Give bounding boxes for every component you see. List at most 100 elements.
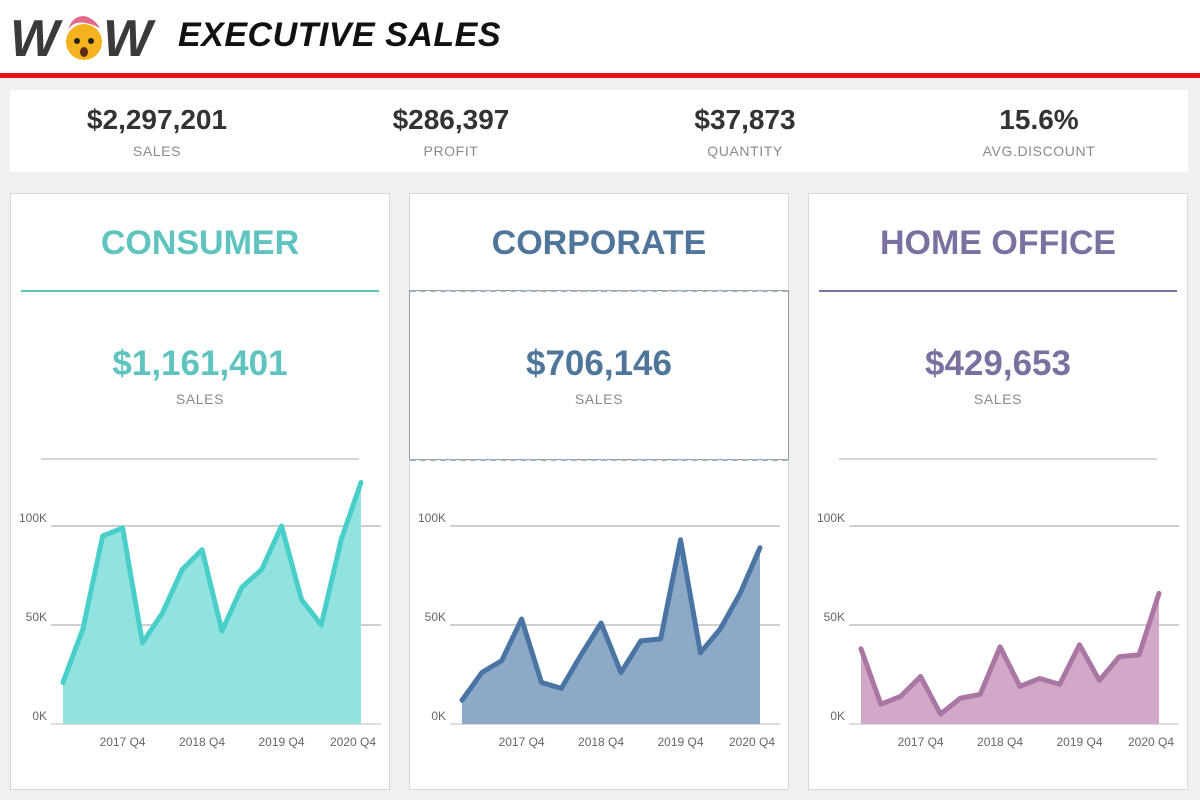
data-point[interactable]: [237, 582, 247, 592]
sales-area-chart-home-office[interactable]: 0K 50K 100K 2017 Q4 2018 Q4 2019 Q4 2020 Q4: [809, 504, 1187, 764]
page-title: EXECUTIVE SALES: [178, 16, 502, 54]
y-tick-label: 100K: [418, 511, 446, 525]
sales-area-chart-corporate[interactable]: 0K 50K 100K 2017 Q4 2018 Q4 2019 Q4 2020 Q4: [410, 504, 788, 764]
data-point[interactable]: [536, 677, 546, 687]
logo-letter-w1: W: [10, 10, 63, 64]
data-point[interactable]: [98, 531, 108, 541]
y-tick-label: 0K: [32, 709, 47, 723]
x-tick-label: 2018 Q4: [977, 735, 1023, 749]
data-point[interactable]: [1094, 675, 1104, 685]
data-point[interactable]: [755, 543, 765, 553]
data-point[interactable]: [715, 624, 725, 634]
data-point[interactable]: [137, 638, 147, 648]
data-point[interactable]: [477, 668, 487, 678]
data-point[interactable]: [1055, 679, 1065, 689]
data-point[interactable]: [78, 624, 88, 634]
selection-dash-top: [410, 290, 788, 292]
series-line: [459, 537, 763, 703]
segment-title: CORPORATE: [491, 224, 707, 262]
data-point[interactable]: [517, 614, 527, 624]
data-point[interactable]: [975, 689, 985, 699]
header: W W EXECUTIVE SALES: [0, 0, 1200, 74]
data-point[interactable]: [356, 477, 366, 487]
y-tick-label: 0K: [830, 709, 845, 723]
chart-divider: [41, 458, 359, 460]
data-point[interactable]: [217, 626, 227, 636]
area-fill: [861, 593, 1159, 724]
data-point[interactable]: [157, 608, 167, 618]
kpi-avg-discount[interactable]: 15.6% AVG.DISCOUNT: [892, 90, 1186, 172]
data-point[interactable]: [876, 699, 886, 709]
data-point[interactable]: [735, 588, 745, 598]
data-point[interactable]: [955, 693, 965, 703]
x-tick-label: 2018 Q4: [179, 735, 225, 749]
x-tick-label: 2020 Q4: [1128, 735, 1174, 749]
kpi-profit[interactable]: $286,397 PROFIT: [304, 90, 598, 172]
data-point[interactable]: [916, 671, 926, 681]
data-point[interactable]: [656, 634, 666, 644]
data-point[interactable]: [1075, 640, 1085, 650]
y-tick-label: 100K: [19, 511, 47, 525]
data-point[interactable]: [1015, 681, 1025, 691]
data-point[interactable]: [58, 677, 68, 687]
x-tick-label: 2019 Q4: [1057, 735, 1103, 749]
x-tick-label: 2020 Q4: [729, 735, 775, 749]
kpi-quantity[interactable]: $37,873 QUANTITY: [598, 90, 892, 172]
data-point[interactable]: [277, 521, 287, 531]
data-point[interactable]: [257, 565, 267, 575]
kpi-strip: $2,297,201 SALES $286,397 PROFIT $37,873…: [10, 90, 1188, 172]
data-point[interactable]: [636, 636, 646, 646]
data-point[interactable]: [935, 709, 945, 719]
segment-title: CONSUMER: [100, 224, 300, 262]
series-line: [60, 479, 364, 685]
data-point[interactable]: [118, 523, 128, 533]
data-point[interactable]: [576, 650, 586, 660]
data-point[interactable]: [556, 683, 566, 693]
data-point[interactable]: [695, 648, 705, 658]
data-point[interactable]: [336, 535, 346, 545]
segment-sales-label: SALES: [973, 391, 1023, 407]
y-tick-label: 50K: [26, 610, 47, 624]
kpi-label: SALES: [132, 143, 182, 159]
data-point[interactable]: [676, 535, 686, 545]
data-point[interactable]: [296, 594, 306, 604]
data-point[interactable]: [616, 668, 626, 678]
kpi-label: AVG.DISCOUNT: [982, 143, 1096, 159]
segment-divider: [21, 290, 379, 292]
segment-sales-value[interactable]: $706,146: [526, 344, 672, 383]
shocked-emoji-icon: [66, 24, 102, 60]
x-tick-label: 2017 Q4: [898, 735, 944, 749]
kpi-value: 15.6%: [999, 104, 1079, 135]
kpi-label: PROFIT: [423, 143, 479, 159]
data-point[interactable]: [856, 644, 866, 654]
segment-panel-consumer[interactable]: CONSUMER $1,161,401 SALES 0K 50K 100K 2017 …: [10, 193, 390, 790]
data-point[interactable]: [457, 695, 467, 705]
sales-area-chart-consumer[interactable]: 0K 50K 100K 2017 Q4 2018 Q4 2019 Q4 2020 Q4: [11, 479, 389, 764]
segment-panel-home-office[interactable]: HOME OFFICE $429,653 SALES 0K 50K 100K 2017…: [808, 193, 1188, 790]
segment-sales-value[interactable]: $1,161,401: [112, 344, 288, 383]
x-tick-label: 2017 Q4: [100, 735, 146, 749]
data-point[interactable]: [995, 642, 1005, 652]
data-point[interactable]: [1134, 650, 1144, 660]
data-point[interactable]: [1114, 652, 1124, 662]
data-point[interactable]: [197, 545, 207, 555]
segment-divider: [819, 290, 1177, 292]
selection-dash-bottom: [410, 459, 788, 461]
area-fill: [462, 539, 760, 724]
x-tick-label: 2019 Q4: [259, 735, 305, 749]
data-point[interactable]: [497, 656, 507, 666]
segment-sales-value[interactable]: $429,653: [925, 344, 1071, 383]
data-point[interactable]: [177, 565, 187, 575]
data-point[interactable]: [596, 618, 606, 628]
data-point[interactable]: [896, 691, 906, 701]
data-point[interactable]: [1035, 673, 1045, 683]
data-point[interactable]: [1154, 588, 1164, 598]
wow-logo: W W: [10, 10, 156, 64]
x-tick-label: 2018 Q4: [578, 735, 624, 749]
segment-panel-corporate[interactable]: CORPORATE $706,146 SALES 0K 50K 100K 2017 Q…: [409, 193, 789, 790]
x-tick-label: 2020 Q4: [330, 735, 376, 749]
area-fill: [63, 482, 361, 724]
data-point[interactable]: [316, 620, 326, 630]
kpi-value: $37,873: [694, 104, 796, 135]
kpi-sales[interactable]: $2,297,201 SALES: [10, 90, 304, 172]
